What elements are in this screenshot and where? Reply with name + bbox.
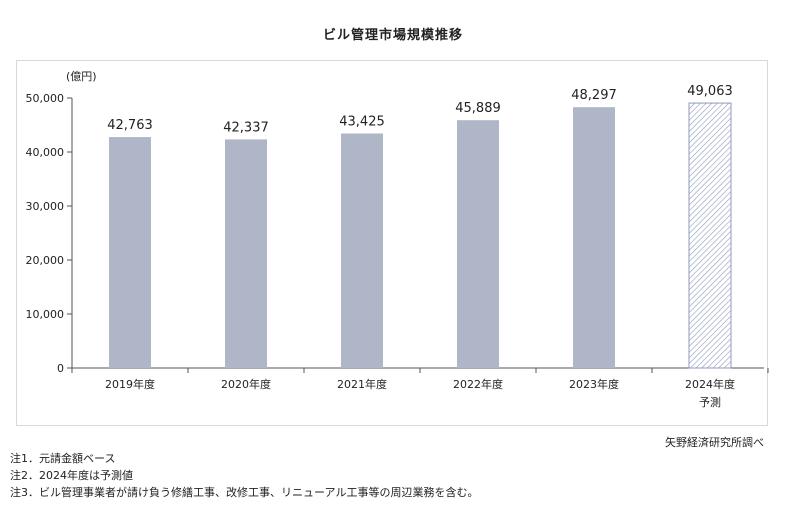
data-label: 42,337	[223, 120, 269, 135]
y-tick-label: 20,000	[26, 254, 65, 267]
bar-chart: (億円) 0 10,000 20,000 30,000 40,000 50,000 42,7…	[26, 70, 769, 409]
data-label: 43,425	[339, 115, 385, 130]
x-tick-label: 2023年度	[569, 377, 619, 391]
x-tick-label: 2020年度	[221, 377, 271, 391]
y-tick-label: 10,000	[26, 308, 65, 321]
data-label: 48,297	[571, 88, 617, 103]
bar	[573, 107, 615, 368]
footnote-2: 注2．2024年度は予測値	[10, 469, 133, 482]
y-tick-label: 30,000	[26, 200, 65, 213]
data-label: 45,889	[455, 101, 501, 116]
data-label: 42,763	[107, 118, 153, 133]
chart-frame	[16, 60, 768, 426]
bar	[341, 133, 383, 368]
bar	[109, 137, 151, 368]
chart-title: ビル管理市場規模推移	[322, 28, 463, 43]
x-tick-label: 2024年度	[685, 377, 735, 391]
source-credit: 矢野経済研究所調べ	[665, 436, 764, 449]
footnote-3: 注3．ビル管理事業者が請け負う修繕工事、改修工事、リニューアル工事等の周辺業務を…	[10, 486, 479, 499]
footnote-1: 注1．元請金額ベース	[10, 452, 116, 465]
bar-forecast	[688, 102, 732, 369]
x-tick-label: 2019年度	[105, 377, 155, 391]
y-tick-label: 40,000	[26, 146, 65, 159]
x-tick-label: 2021年度	[337, 377, 387, 391]
footnotes: 注1．元請金額ベース 注2．2024年度は予測値 注3．ビル管理事業者が請け負う…	[10, 450, 478, 501]
bar	[457, 120, 499, 368]
bar	[225, 139, 267, 368]
y-axis-unit-label: (億円)	[66, 70, 97, 83]
plot-area: 0 10,000 20,000 30,000 40,000 50,000 42,763 201…	[26, 84, 769, 409]
x-tick-sublabel: 予測	[699, 395, 721, 409]
y-tick-label: 0	[57, 362, 64, 375]
data-label: 49,063	[687, 84, 733, 99]
x-tick-label: 2022年度	[453, 377, 503, 391]
y-tick-label: 50,000	[26, 92, 65, 105]
